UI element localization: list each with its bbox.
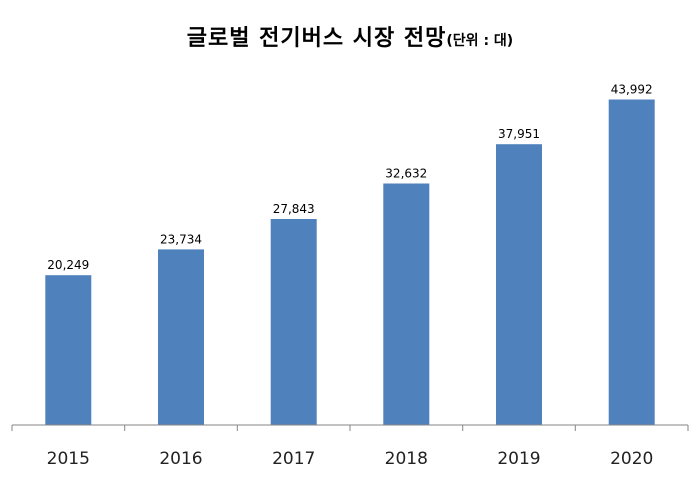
value-label-2020: 43,992 (611, 83, 653, 97)
x-tick-label-2019: 2019 (497, 449, 540, 469)
chart-title-block: 글로벌 전기버스 시장 전망(단위 : 대) (0, 20, 700, 52)
value-labels-group: 20,249 23,734 27,843 32,632 37,951 43,992 (47, 83, 652, 273)
x-tick-label-2018: 2018 (385, 449, 428, 469)
x-tick-label-2017: 2017 (272, 449, 315, 469)
value-label-2017: 27,843 (273, 202, 315, 216)
bar-2017 (270, 219, 317, 425)
value-label-2018: 32,632 (385, 167, 427, 181)
value-label-2019: 37,951 (498, 127, 540, 141)
bars-group (45, 99, 655, 425)
bar-2015 (45, 275, 92, 425)
x-tick-label-2015: 2015 (47, 449, 90, 469)
bar-2019 (496, 144, 542, 425)
bar-2020 (608, 99, 655, 425)
x-tick-label-2016: 2016 (159, 449, 202, 469)
x-tick-label-2020: 2020 (610, 449, 653, 469)
chart-title: 글로벌 전기버스 시장 전망 (186, 26, 447, 51)
value-label-2015: 20,249 (47, 258, 89, 272)
value-label-2016: 23,734 (160, 232, 202, 246)
x-axis: 2015 2016 2017 2018 2019 2020 (11, 424, 689, 469)
bar-2016 (158, 249, 204, 425)
chart-subtitle: (단위 : 대) (446, 33, 514, 49)
bar-2018 (383, 183, 430, 425)
